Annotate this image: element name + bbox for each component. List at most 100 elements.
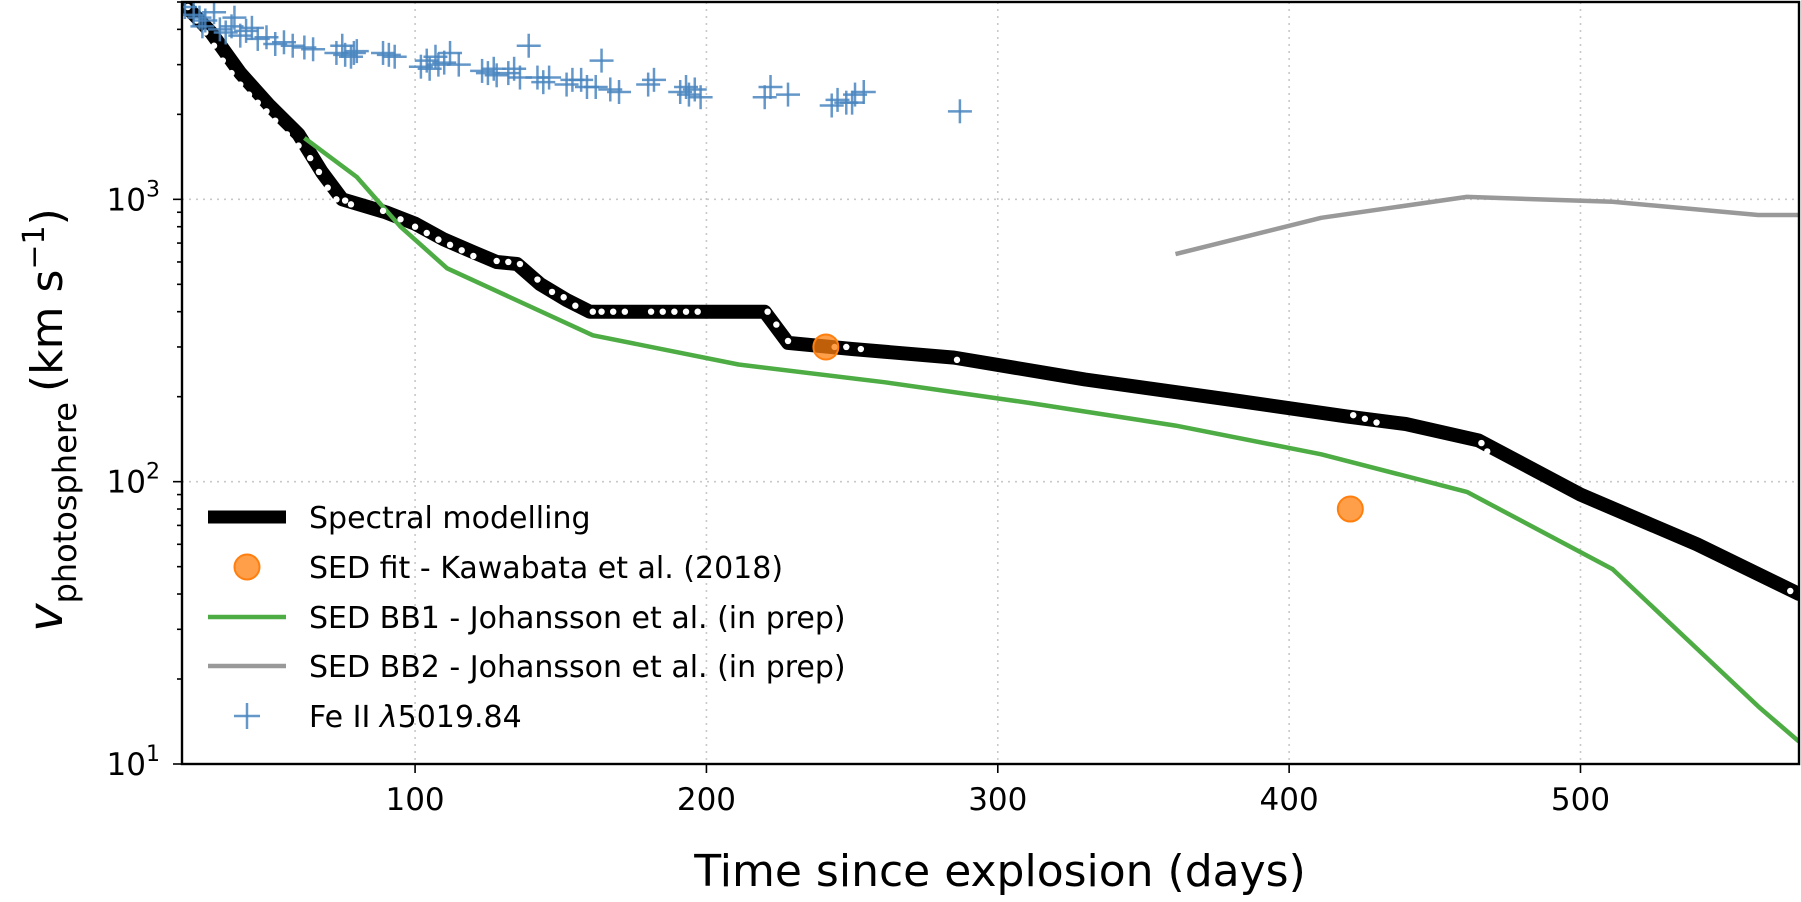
plot-frame bbox=[180, 0, 1801, 766]
x-tick-label: 300 bbox=[968, 782, 1027, 818]
fe-ii-point bbox=[371, 40, 396, 65]
x-tick-label: 200 bbox=[677, 782, 736, 818]
sed-fit-point bbox=[1336, 495, 1364, 523]
spectral-point bbox=[397, 216, 404, 223]
spectral-point bbox=[1361, 415, 1369, 422]
fe-ii-point bbox=[338, 44, 363, 69]
fe-ii-point bbox=[446, 52, 471, 77]
series-sed-bb1-line bbox=[303, 136, 1799, 744]
fe-ii-point bbox=[819, 93, 844, 118]
spectral-point bbox=[1373, 419, 1380, 426]
spectral-point bbox=[1478, 439, 1485, 447]
spectral-point bbox=[784, 337, 792, 345]
fe-ii-point bbox=[202, 2, 227, 25]
spectral-point bbox=[272, 117, 279, 124]
spectral-point bbox=[1350, 411, 1357, 419]
spectral-point bbox=[598, 308, 605, 315]
spectral-point bbox=[621, 308, 629, 315]
fe-ii-point bbox=[382, 44, 407, 69]
fe-ii-point bbox=[484, 63, 509, 88]
spectral-point bbox=[560, 294, 567, 301]
fe-ii-point bbox=[470, 58, 495, 83]
spectral-point bbox=[423, 229, 430, 237]
fe-ii-point bbox=[688, 85, 713, 110]
spectral-point bbox=[411, 223, 419, 230]
spectral-point bbox=[1787, 587, 1794, 595]
spectral-point bbox=[493, 257, 500, 265]
spectral-point bbox=[283, 131, 291, 138]
plot-series bbox=[182, 2, 1799, 744]
spectral-point bbox=[548, 288, 556, 296]
fe-ii-point bbox=[516, 33, 541, 58]
fe-ii-point bbox=[531, 70, 556, 95]
spectral-point bbox=[210, 42, 218, 49]
fe-ii-point bbox=[851, 79, 876, 104]
fe-ii-point bbox=[481, 56, 506, 81]
spectral-point bbox=[572, 302, 579, 309]
spectral-point bbox=[589, 308, 597, 315]
fe-ii-point bbox=[341, 40, 366, 65]
spectral-point bbox=[263, 108, 270, 115]
fe-ii-point bbox=[583, 74, 608, 99]
spectral-point bbox=[379, 207, 387, 215]
spectral-point bbox=[953, 356, 961, 364]
spectral-point bbox=[435, 236, 442, 243]
spectral-point bbox=[341, 197, 349, 204]
x-axis-label: Time since explosion (days) bbox=[693, 846, 1306, 897]
x-tick-label: 500 bbox=[1551, 782, 1610, 818]
fe-ii-point bbox=[636, 72, 661, 97]
fe-ii-point bbox=[537, 65, 562, 90]
spectral-point bbox=[1484, 448, 1491, 455]
spectral-point bbox=[254, 99, 261, 106]
legend-label-bb1: SED BB1 - Johansson et al. (in prep) bbox=[309, 601, 846, 636]
y-label-units-close: ) bbox=[22, 208, 73, 225]
spectral-point bbox=[843, 343, 850, 351]
spectral-point bbox=[505, 258, 512, 266]
fe-ii-point bbox=[376, 42, 401, 67]
y-tick-label: 103 bbox=[107, 177, 160, 218]
y-label-units-exponent: −1 bbox=[17, 225, 52, 269]
sed-fit-point bbox=[812, 333, 840, 361]
spectral-point bbox=[228, 69, 235, 77]
series-sed-bb2-line bbox=[1174, 194, 1799, 257]
y-label-units: (km s bbox=[22, 270, 73, 392]
fe-ii-point bbox=[607, 79, 632, 104]
spectral-point bbox=[470, 252, 477, 260]
fe-ii-point bbox=[947, 99, 972, 124]
fe-ii-point bbox=[776, 82, 801, 107]
legend: Spectral modelling SED fit - Kawabata et… bbox=[208, 501, 846, 735]
y-label-subscript: photosphere bbox=[46, 402, 84, 603]
y-tick-label: 101 bbox=[107, 742, 160, 783]
spectral-point bbox=[219, 57, 226, 64]
spectral-point bbox=[857, 345, 865, 353]
fe-ii-point bbox=[426, 52, 451, 77]
spectral-point bbox=[245, 91, 253, 98]
fe-ii-point bbox=[676, 82, 701, 107]
spectral-point bbox=[516, 260, 524, 268]
spectral-point bbox=[694, 308, 701, 315]
fe-ii-point bbox=[344, 39, 369, 64]
spectral-point bbox=[671, 308, 678, 315]
y-label-symbol: v bbox=[18, 603, 74, 632]
spectral-point bbox=[458, 247, 465, 254]
fe-ii-point bbox=[752, 85, 777, 110]
spectral-point bbox=[446, 241, 454, 249]
spectral-point bbox=[682, 308, 690, 315]
fe-ii-point bbox=[641, 67, 666, 92]
fe-ii-point bbox=[301, 37, 326, 62]
fe-ii-point bbox=[554, 72, 579, 97]
legend-label-fe-ii: Fe II λ5019.84 bbox=[309, 700, 522, 735]
fe-ii-point bbox=[239, 15, 264, 40]
spectral-point bbox=[534, 276, 541, 283]
spectral-point bbox=[610, 308, 617, 315]
spectral-point bbox=[237, 81, 244, 88]
spectral-point bbox=[764, 308, 771, 315]
spectral-point bbox=[347, 201, 355, 208]
fe-ii-point bbox=[190, 14, 215, 39]
x-tick-label: 400 bbox=[1260, 782, 1319, 818]
spectral-point bbox=[315, 168, 323, 176]
legend-label-bb2: SED BB2 - Johansson et al. (in prep) bbox=[309, 650, 846, 685]
y-tick-label: 102 bbox=[107, 460, 160, 501]
spectral-point bbox=[773, 321, 780, 328]
